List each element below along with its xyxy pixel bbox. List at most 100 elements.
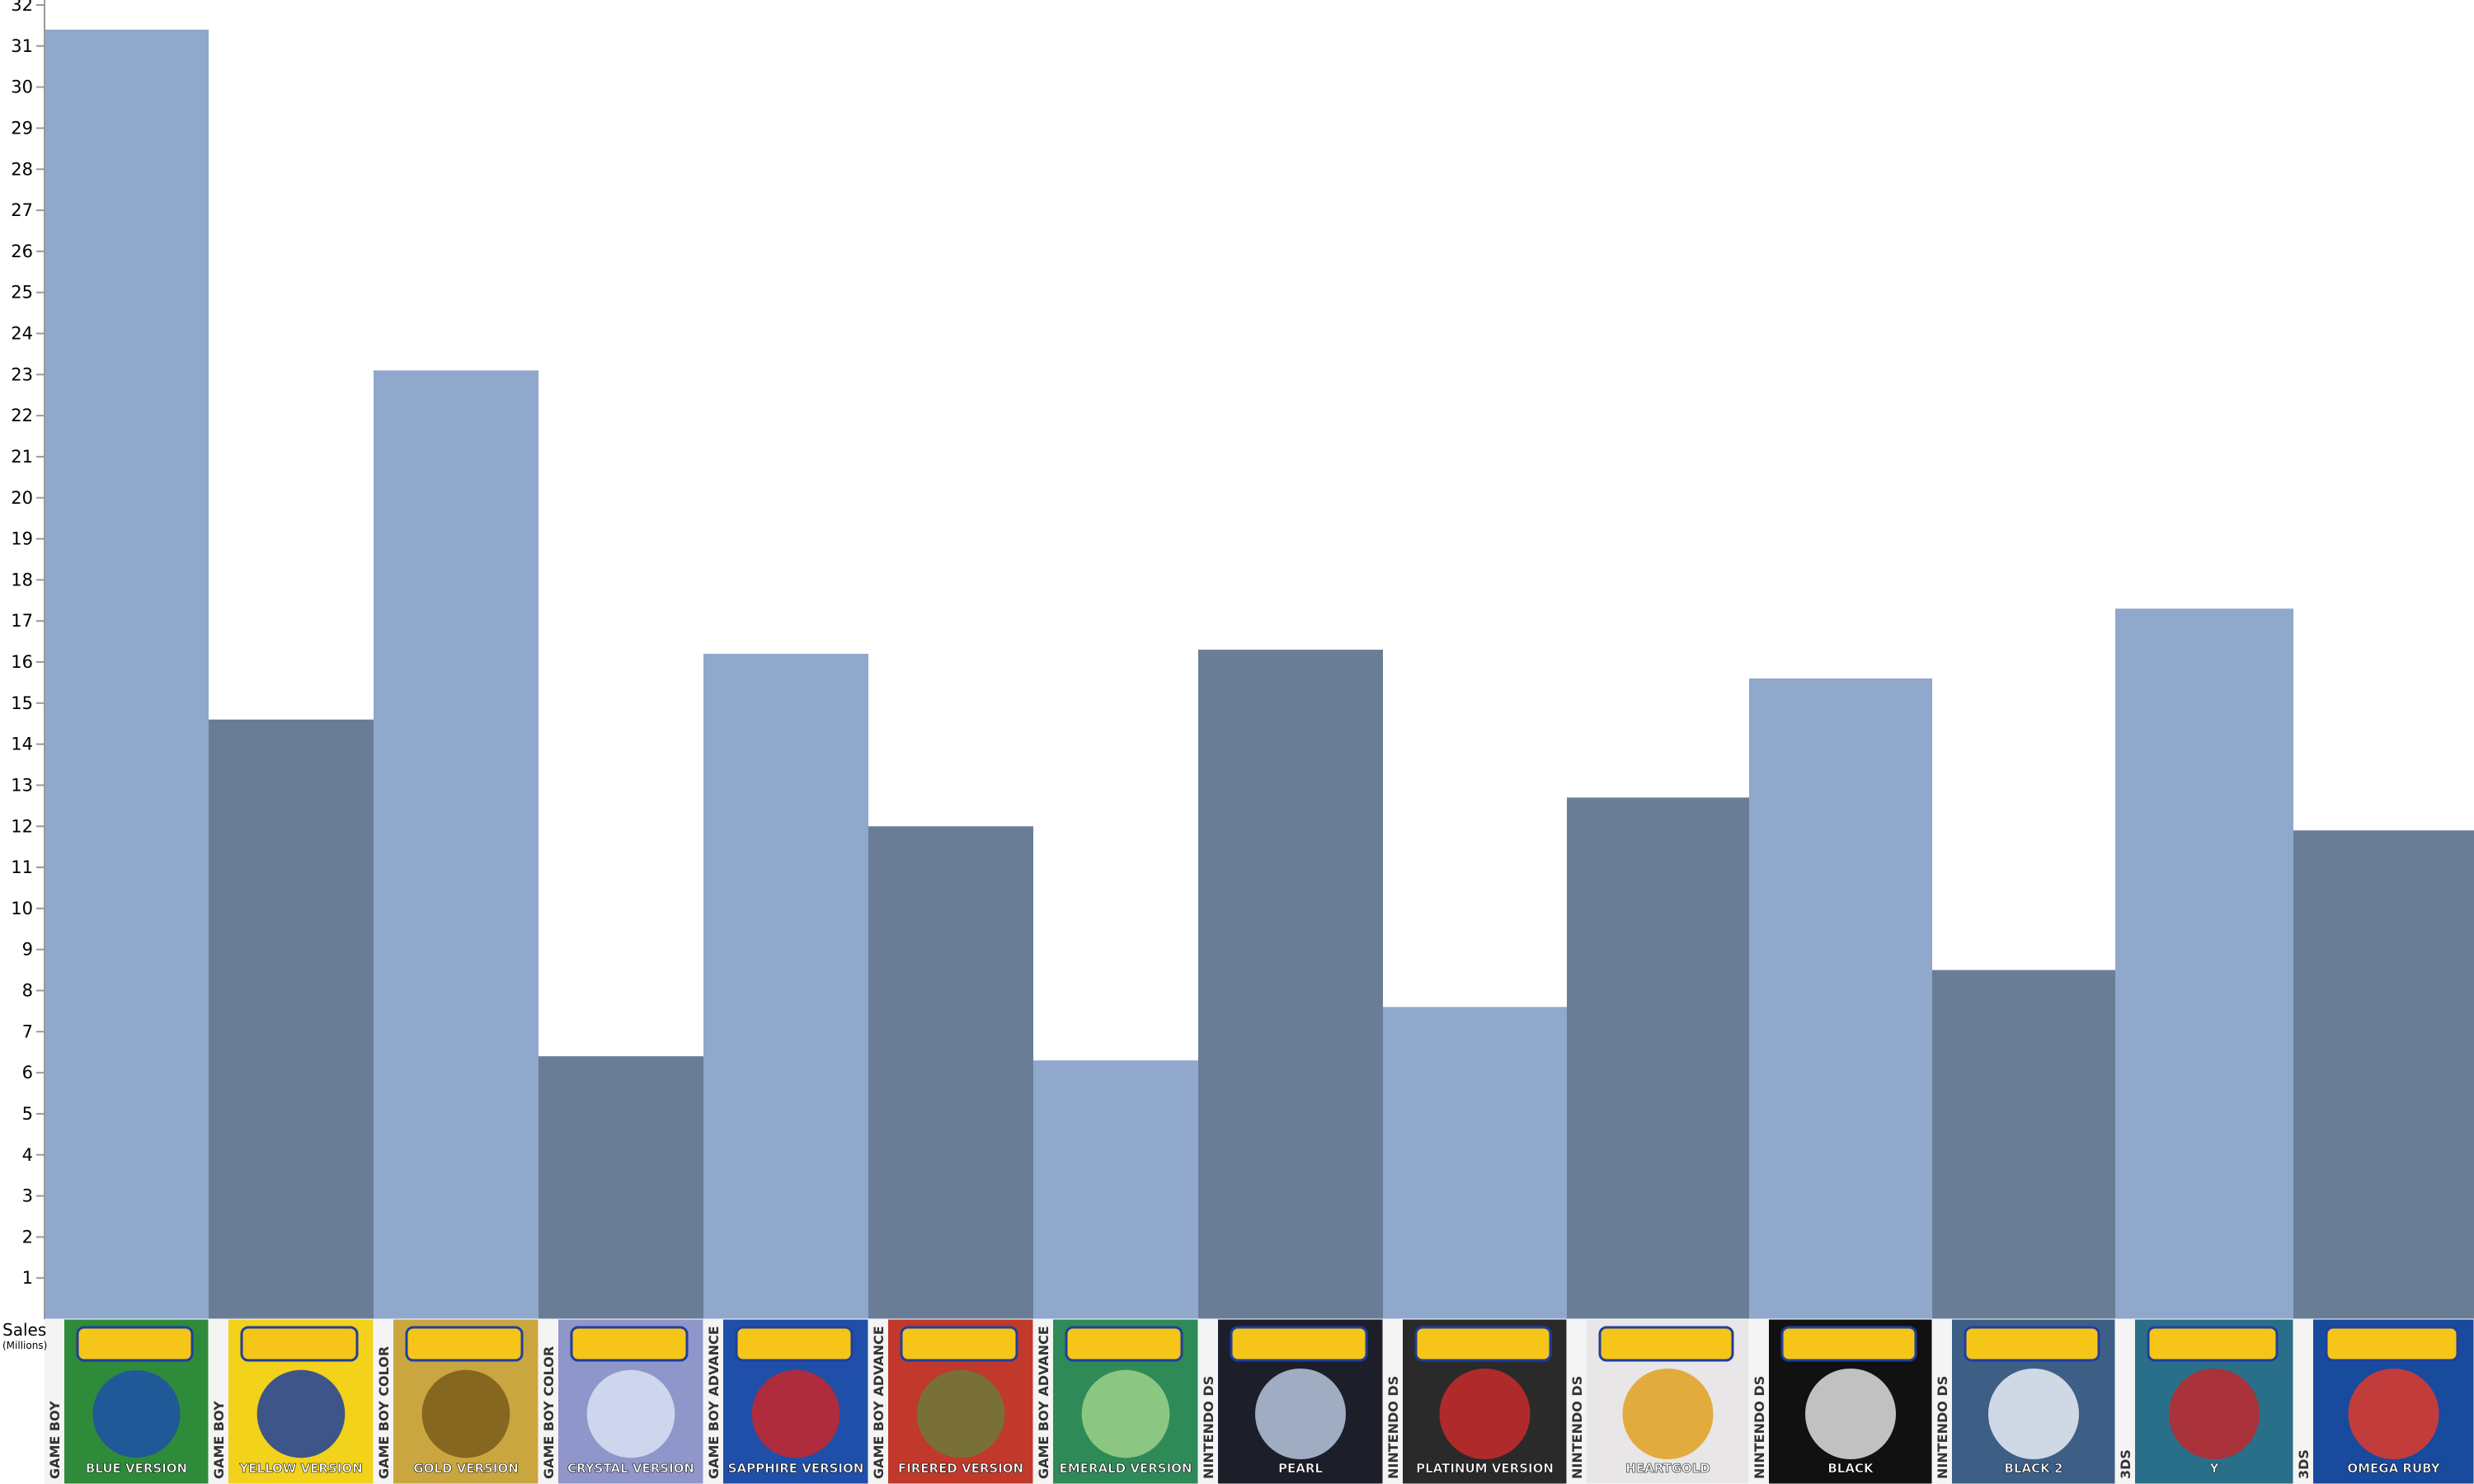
cover-version-caption: GOLD VERSION <box>413 1461 518 1476</box>
y-tick-label: 8 <box>22 981 33 1001</box>
cover-art-2: GAME BOY YELLOW VERSION <box>208 1318 374 1484</box>
cover-mascot-shape <box>1255 1369 1346 1459</box>
cover-system-strip <box>868 1319 888 1484</box>
cover-version-caption: HEARTGOLD <box>1625 1461 1710 1476</box>
cover-art-3: GAME BOY COLOR GOLD VERSION <box>373 1318 539 1484</box>
cover-system-strip <box>2293 1319 2313 1484</box>
cover-version-caption: FIRERED VERSION <box>898 1461 1023 1476</box>
cover-version-caption: SAPPHIRE VERSION <box>728 1461 864 1476</box>
cover-art-strip: GAME BOY BLUE VERSION GAME BOY YELLOW VERSI… <box>44 1318 2474 1484</box>
cover-system-strip <box>374 1319 393 1484</box>
cover-art-8: NINTENDO DS PEARL <box>1197 1318 1384 1484</box>
bar-11 <box>1749 678 1932 1319</box>
bar-7 <box>1033 1060 1198 1319</box>
cover-logo-banner <box>1065 1326 1183 1362</box>
cover-system-strip <box>2115 1319 2135 1484</box>
cover-logo-banner <box>1230 1326 1368 1362</box>
cover-mascot-shape <box>916 1369 1005 1458</box>
y-tick-label: 22 <box>11 406 33 425</box>
cover-system-strip <box>45 1319 64 1484</box>
bar-14 <box>2293 830 2474 1319</box>
cover-system-label: NINTENDO DS <box>1201 1376 1216 1479</box>
cover-system-label: GAME BOY COLOR <box>541 1346 557 1479</box>
cover-logo-banner <box>735 1326 854 1362</box>
y-tick-label: 29 <box>11 118 33 138</box>
cover-system-label: GAME BOY <box>47 1401 63 1479</box>
bar-8 <box>1198 650 1383 1319</box>
y-tick-label: 4 <box>22 1145 33 1165</box>
bar-2 <box>209 719 374 1319</box>
cover-system-label: NINTENDO DS <box>1935 1376 1950 1479</box>
cover-art-12: NINTENDO DS BLACK 2 <box>1931 1318 2116 1484</box>
y-tick-label: 20 <box>11 488 33 508</box>
y-tick-label: 28 <box>11 159 33 179</box>
bar-3 <box>374 370 539 1319</box>
y-tick-label: 24 <box>11 324 33 344</box>
y-tick-label: 6 <box>22 1063 33 1082</box>
cover-system-label: NINTENDO DS <box>1385 1376 1401 1479</box>
cover-mascot-shape <box>586 1369 675 1458</box>
cover-system-strip <box>1932 1319 1952 1484</box>
cover-system-label: GAME BOY COLOR <box>376 1346 392 1479</box>
y-axis-label: Sales <box>2 1320 46 1340</box>
cover-system-strip <box>1383 1319 1403 1484</box>
cover-art-5: GAME BOY ADVANCE SAPPHIRE VERSION <box>703 1318 869 1484</box>
cover-system-label: NINTENDO DS <box>1752 1376 1767 1479</box>
y-tick-label: 32 <box>11 0 33 15</box>
bar-13 <box>2115 608 2293 1319</box>
y-tick-label: 2 <box>22 1227 33 1247</box>
cover-mascot-shape <box>92 1370 181 1458</box>
y-tick-label: 13 <box>11 775 33 795</box>
y-tick-label: 17 <box>11 611 33 631</box>
cover-version-caption: YELLOW VERSION <box>238 1461 362 1476</box>
cover-art-9: NINTENDO DS PLATINUM VERSION <box>1382 1318 1568 1484</box>
cover-system-label: GAME BOY ADVANCE <box>1036 1326 1051 1479</box>
y-tick-label: 7 <box>22 1021 33 1041</box>
cover-system-label: GAME BOY <box>211 1401 227 1479</box>
cover-mascot-shape <box>1081 1369 1170 1458</box>
cover-art-7: GAME BOY ADVANCE EMERALD VERSION <box>1032 1318 1199 1484</box>
y-tick-label: 9 <box>22 940 33 960</box>
y-tick-label: 27 <box>11 200 33 220</box>
y-tick-label: 18 <box>11 570 33 589</box>
cover-version-caption: EMERALD VERSION <box>1060 1461 1192 1476</box>
bars-group <box>45 29 2474 1320</box>
y-tick-label: 11 <box>11 857 33 877</box>
y-tick-label: 14 <box>11 735 33 754</box>
cover-logo-banner <box>2147 1326 2279 1362</box>
y-tick-label: 16 <box>11 652 33 672</box>
cover-system-strip <box>1749 1319 1769 1484</box>
cover-logo-banner <box>1598 1326 1734 1362</box>
y-tick-label: 10 <box>11 899 33 918</box>
y-tick-label: 25 <box>11 283 33 303</box>
cover-system-strip <box>1198 1319 1218 1484</box>
cover-logo-banner <box>2325 1326 2459 1362</box>
cover-version-caption: PLATINUM VERSION <box>1416 1461 1554 1476</box>
cover-art-1: GAME BOY BLUE VERSION <box>44 1318 209 1484</box>
cover-system-label: GAME BOY ADVANCE <box>871 1326 887 1479</box>
cover-system-label: 3DS <box>2118 1449 2133 1479</box>
y-tick-label: 12 <box>11 816 33 836</box>
cover-art-14: 3DS OMEGA RUBY <box>2293 1318 2474 1484</box>
cover-mascot-shape <box>421 1369 510 1458</box>
bar-1 <box>45 29 209 1320</box>
cover-version-caption: BLUE VERSION <box>86 1461 187 1476</box>
y-tick-label: 30 <box>11 77 33 97</box>
cover-system-strip <box>703 1319 723 1484</box>
cover-system-strip <box>1033 1319 1053 1484</box>
cover-version-caption: Y <box>2209 1461 2220 1476</box>
bar-9 <box>1383 1007 1567 1319</box>
y-axis-unit-label: (Millions) <box>2 1340 47 1351</box>
y-tick-label: 19 <box>11 529 33 549</box>
y-tick-label: 15 <box>11 693 33 713</box>
cover-system-label: GAME BOY ADVANCE <box>706 1326 722 1479</box>
cover-system-label: NINTENDO DS <box>1569 1376 1585 1479</box>
y-axis-ticks: 1234567891011121314151617181920212223242… <box>11 0 45 1288</box>
cover-system-strip <box>539 1319 558 1484</box>
y-tick-label: 31 <box>11 36 33 56</box>
cover-system-strip <box>1567 1319 1587 1484</box>
cover-mascot-shape <box>2348 1369 2439 1459</box>
bar-5 <box>703 654 868 1319</box>
cover-art-11: NINTENDO DS BLACK <box>1748 1318 1933 1484</box>
